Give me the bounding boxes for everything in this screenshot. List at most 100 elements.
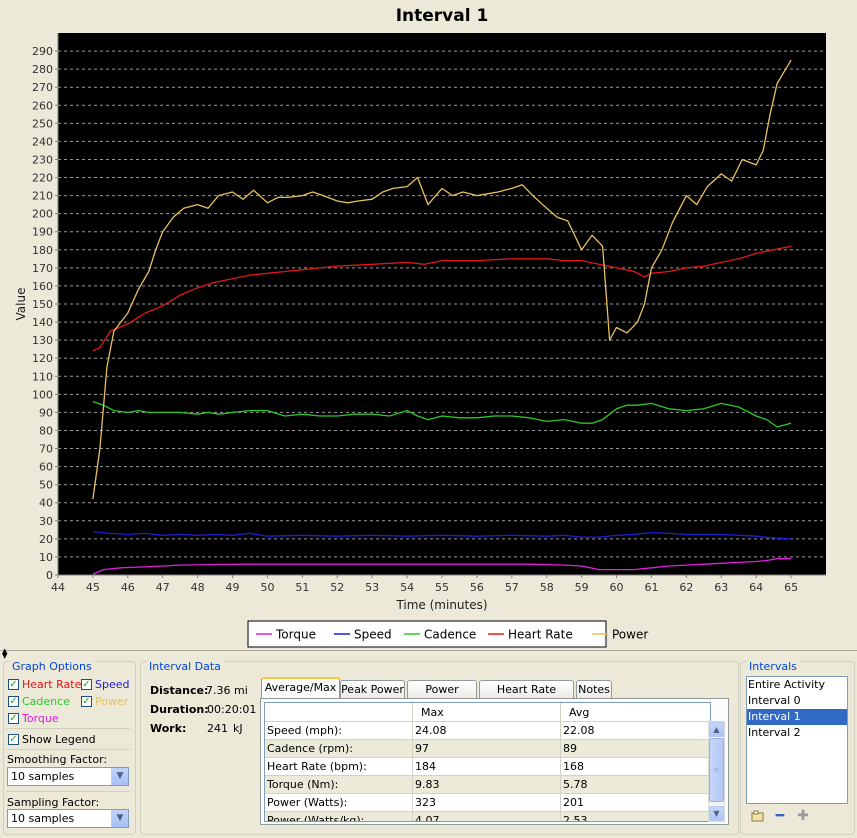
x-tick-label: 51 bbox=[295, 581, 309, 594]
check-icon[interactable]: ✓ bbox=[8, 695, 19, 707]
check-icon[interactable]: ✓ bbox=[81, 695, 92, 707]
checkbox-power-label: Power bbox=[95, 695, 129, 708]
tab-power-zones[interactable]: Power Zones bbox=[407, 680, 477, 714]
scroll-down-icon[interactable]: ▼ bbox=[709, 806, 724, 821]
x-tick-label: 47 bbox=[156, 581, 170, 594]
intervals-group: Intervals bbox=[740, 661, 855, 835]
intervals-list[interactable]: Entire Activity Interval 0 Interval 1 In… bbox=[746, 676, 848, 804]
table-row[interactable]: Heart Rate (bpm): 184 168 bbox=[265, 758, 710, 776]
list-item[interactable]: Interval 0 bbox=[748, 694, 801, 707]
table-scrollbar[interactable]: ▲ ≡ ▼ bbox=[708, 721, 725, 822]
tab-heart-rate-zones[interactable]: Heart Rate Zones bbox=[479, 680, 574, 714]
checkbox-show-legend[interactable]: ✓ Show Legend bbox=[8, 733, 96, 746]
checkbox-heart-rate[interactable]: ✓ Heart Rate bbox=[8, 678, 81, 691]
checkbox-cadence-label: Cadence bbox=[22, 695, 70, 708]
checkbox-torque[interactable]: ✓ Torque bbox=[8, 712, 59, 725]
x-tick-label: 52 bbox=[330, 581, 344, 594]
show-legend-label: Show Legend bbox=[22, 733, 96, 746]
interval-data-group: Interval Data bbox=[140, 661, 739, 835]
checkbox-torque-label: Torque bbox=[22, 712, 59, 725]
avg-value: 201 bbox=[561, 794, 710, 812]
table-row[interactable]: Power (Watts): 323 201 bbox=[265, 794, 710, 812]
checkbox-speed-label: Speed bbox=[95, 678, 130, 691]
chevron-down-icon[interactable]: ▼ bbox=[111, 768, 128, 785]
plus-icon: ✚ bbox=[797, 808, 809, 824]
legend-label-torque: Torque bbox=[275, 628, 316, 642]
divider bbox=[6, 728, 130, 729]
distance-value: 7.36 bbox=[206, 684, 231, 697]
column-header-metric[interactable] bbox=[265, 703, 413, 722]
check-icon[interactable]: ✓ bbox=[8, 733, 19, 745]
check-icon[interactable]: ✓ bbox=[8, 712, 19, 724]
add-interval-button[interactable]: ✚ bbox=[795, 808, 811, 824]
y-tick-label: 170 bbox=[32, 262, 53, 275]
y-tick-label: 80 bbox=[39, 424, 53, 437]
table-row[interactable]: Torque (Nm): 9.83 5.78 bbox=[265, 776, 710, 794]
list-item[interactable]: Entire Activity bbox=[748, 678, 825, 691]
table-row[interactable]: Cadence (rpm): 97 89 bbox=[265, 740, 710, 758]
y-tick-label: 210 bbox=[32, 190, 53, 203]
checkbox-heart-rate-label: Heart Rate bbox=[22, 678, 82, 691]
average-max-table[interactable]: Max Avg Speed (mph): 24.08 22.08 Cadence… bbox=[264, 702, 711, 822]
y-tick-label: 190 bbox=[32, 226, 53, 239]
average-max-panel: Max Avg Speed (mph): 24.08 22.08 Cadence… bbox=[260, 698, 729, 825]
x-tick-label: 59 bbox=[575, 581, 589, 594]
series-line-torque bbox=[92, 558, 792, 575]
y-tick-label: 0 bbox=[46, 569, 53, 582]
x-tick-label: 44 bbox=[51, 581, 65, 594]
y-tick-label: 30 bbox=[39, 515, 53, 528]
check-icon[interactable]: ✓ bbox=[8, 678, 19, 690]
y-tick-label: 20 bbox=[39, 533, 53, 546]
y-tick-label: 150 bbox=[32, 298, 53, 311]
row-label: Heart Rate (bpm): bbox=[265, 758, 413, 776]
checkbox-speed[interactable]: ✓ Speed bbox=[81, 678, 129, 691]
table-row[interactable]: Power (Watts/kg): 4.07 2.53 bbox=[265, 812, 710, 821]
row-label: Power (Watts): bbox=[265, 794, 413, 812]
remove-interval-button[interactable]: ━ bbox=[772, 808, 788, 824]
y-tick-label: 250 bbox=[32, 117, 53, 130]
column-header-avg[interactable]: Avg bbox=[561, 703, 710, 722]
max-value: 4.07 bbox=[413, 812, 561, 821]
edit-interval-button[interactable] bbox=[750, 809, 766, 823]
y-tick-label: 180 bbox=[32, 244, 53, 257]
table-row[interactable]: Speed (mph): 24.08 22.08 bbox=[265, 722, 710, 740]
list-item[interactable]: Interval 2 bbox=[748, 726, 801, 739]
column-header-max[interactable]: Max bbox=[413, 703, 561, 722]
panel-splitter[interactable]: ▲ ▼ bbox=[0, 647, 857, 660]
tab-peak-power[interactable]: Peak Power bbox=[340, 680, 405, 698]
y-tick-label: 260 bbox=[32, 99, 53, 112]
row-label: Power (Watts/kg): bbox=[265, 812, 413, 821]
x-tick-label: 45 bbox=[86, 581, 100, 594]
smoothing-factor-select[interactable]: 10 samples ▼ bbox=[7, 767, 129, 786]
y-tick-label: 270 bbox=[32, 81, 53, 94]
distance-unit: mi bbox=[234, 684, 248, 697]
splitter-arrows-icon[interactable]: ▲ ▼ bbox=[2, 647, 8, 660]
y-tick-label: 280 bbox=[32, 63, 53, 76]
x-tick-label: 58 bbox=[540, 581, 554, 594]
smoothing-factor-label: Smoothing Factor: bbox=[7, 753, 108, 766]
list-item-selected[interactable]: Interval 1 bbox=[747, 709, 847, 725]
y-tick-label: 140 bbox=[32, 316, 53, 329]
legend-label-cadence: Cadence bbox=[424, 628, 476, 642]
check-icon[interactable]: ✓ bbox=[81, 678, 92, 690]
tab-notes[interactable]: Notes bbox=[576, 680, 612, 698]
sampling-factor-select[interactable]: 10 samples ▼ bbox=[7, 809, 129, 828]
divider bbox=[6, 791, 130, 792]
y-tick-label: 220 bbox=[32, 172, 53, 185]
work-unit: kJ bbox=[233, 722, 243, 735]
graph-options-title: Graph Options bbox=[10, 660, 94, 673]
interval-data-title: Interval Data bbox=[147, 660, 223, 673]
smoothing-factor-value: 10 samples bbox=[11, 770, 75, 783]
avg-value: 5.78 bbox=[561, 776, 710, 794]
minus-icon: ━ bbox=[775, 808, 785, 824]
x-axis-label: Time (minutes) bbox=[395, 598, 487, 612]
tab-average-max[interactable]: Average/Max bbox=[261, 677, 340, 699]
max-value: 97 bbox=[413, 740, 561, 758]
chevron-down-icon[interactable]: ▼ bbox=[111, 810, 128, 827]
checkbox-cadence[interactable]: ✓ Cadence bbox=[8, 695, 70, 708]
edit-note-icon bbox=[751, 810, 764, 822]
checkbox-power[interactable]: ✓ Power bbox=[81, 695, 128, 708]
scroll-up-icon[interactable]: ▲ bbox=[709, 722, 724, 737]
avg-value: 22.08 bbox=[561, 722, 710, 740]
scroll-thumb[interactable]: ≡ bbox=[709, 738, 724, 802]
